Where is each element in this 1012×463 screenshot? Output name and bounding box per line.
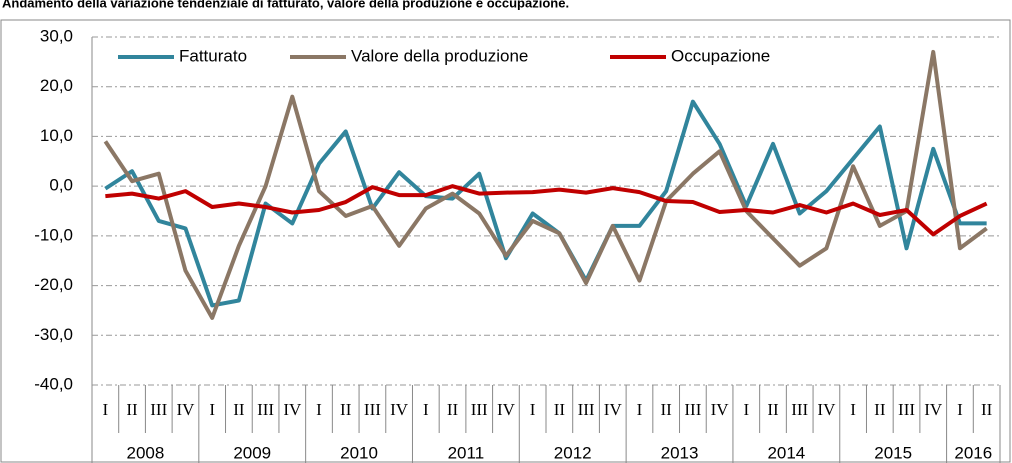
- y-tick-label: -20,0: [34, 275, 73, 294]
- x-tick-label: I: [103, 400, 109, 419]
- series-line: [105, 184, 988, 237]
- x-tick-label: II: [554, 400, 566, 419]
- x-group-label: 2015: [874, 443, 912, 462]
- x-tick-label: III: [898, 400, 915, 419]
- x-tick-label: III: [364, 400, 381, 419]
- x-tick-label: I: [850, 400, 856, 419]
- x-tick-label: II: [661, 400, 673, 419]
- series-line: [104, 99, 987, 308]
- x-tick-label: III: [684, 400, 701, 419]
- x-tick-label: I: [209, 400, 215, 419]
- x-tick-label: IV: [924, 400, 943, 419]
- series-line: [103, 49, 988, 320]
- x-group-label: 2010: [340, 443, 378, 462]
- x-tick-label: I: [957, 400, 963, 419]
- y-tick-label: 10,0: [40, 126, 73, 145]
- x-tick-label: IV: [711, 400, 730, 419]
- x-tick-label: IV: [283, 400, 302, 419]
- x-tick-label: I: [316, 400, 322, 419]
- x-tick-label: I: [637, 400, 643, 419]
- x-tick-label: III: [471, 400, 488, 419]
- x-tick-label: II: [874, 400, 886, 419]
- x-group-label: 2008: [126, 443, 164, 462]
- x-tick-label: III: [791, 400, 808, 419]
- x-group-label: 2016: [954, 443, 992, 462]
- x-tick-label: IV: [497, 400, 516, 419]
- x-tick-label: IV: [817, 400, 836, 419]
- x-tick-label: II: [233, 400, 245, 419]
- legend-label: Fatturato: [179, 46, 247, 65]
- x-tick-label: IV: [604, 400, 623, 419]
- x-tick-label: III: [150, 400, 167, 419]
- x-group-label: 2009: [233, 443, 271, 462]
- x-group-label: 2012: [554, 443, 592, 462]
- chart-title: Andamento della variazione tendenziale d…: [2, 0, 569, 10]
- x-tick-label: IV: [390, 400, 409, 419]
- x-tick-label: I: [530, 400, 536, 419]
- x-tick-label: II: [447, 400, 459, 419]
- x-tick-label: I: [743, 400, 749, 419]
- legend-label: Valore della produzione: [351, 46, 528, 65]
- y-tick-label: -40,0: [34, 374, 73, 393]
- x-group-label: 2013: [661, 443, 699, 462]
- x-group-label: 2014: [767, 443, 805, 462]
- x-tick-label: II: [126, 400, 138, 419]
- y-tick-label: 0,0: [49, 176, 73, 195]
- y-tick-label: 20,0: [40, 76, 73, 95]
- x-tick-label: II: [767, 400, 779, 419]
- y-tick-label: -10,0: [34, 225, 73, 244]
- x-tick-label: III: [578, 400, 595, 419]
- y-tick-label: 30,0: [40, 26, 73, 45]
- x-tick-label: II: [340, 400, 352, 419]
- x-group-label: 2011: [448, 443, 485, 462]
- y-tick-label: -30,0: [34, 325, 73, 344]
- x-tick-label: IV: [176, 400, 195, 419]
- x-tick-label: III: [257, 400, 274, 419]
- legend-label: Occupazione: [671, 46, 770, 65]
- x-tick-label: II: [981, 400, 993, 419]
- chart-frame: [0, 19, 1011, 463]
- x-tick-label: I: [423, 400, 429, 419]
